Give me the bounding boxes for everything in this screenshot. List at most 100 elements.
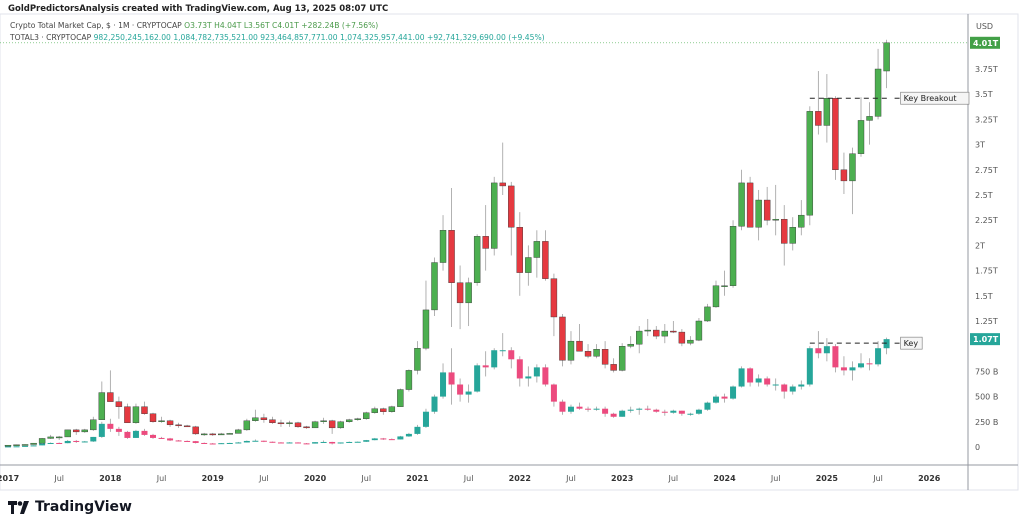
time-axis-label: 2022: [509, 474, 531, 483]
time-axis-label: Jul: [53, 474, 64, 483]
candle-body: [166, 420, 174, 426]
candle-body: [294, 422, 302, 428]
legend-open: O3.73T: [184, 21, 212, 30]
legend-high: 1,084,782,735,521.00: [173, 33, 258, 42]
time-axis-label: Jul: [360, 474, 371, 483]
chart-credit: GoldPredictorsAnalysis created with Trad…: [8, 4, 389, 14]
time-axis-label: 2019: [202, 474, 225, 483]
candle-body: [730, 386, 737, 399]
chart-frame: [0, 13, 1019, 491]
series-legend-total: Crypto Total Market Cap, $ · 1M · CRYPTO…: [10, 21, 378, 30]
candle-body: [55, 436, 63, 439]
price-axis-label: 2.75T: [975, 166, 998, 175]
candle-body: [712, 285, 720, 308]
candle-body: [363, 440, 370, 442]
candle-body: [567, 406, 574, 412]
candle-body: [260, 417, 268, 420]
candle-body: [329, 441, 336, 444]
candle-body: [601, 349, 609, 365]
candle-body: [269, 441, 276, 443]
candle-body: [397, 389, 404, 407]
time-axis-label: Jul: [668, 474, 679, 483]
price-axis-label: 250 B: [975, 418, 998, 427]
candle-body: [277, 442, 284, 444]
candle-body: [107, 423, 114, 429]
candle-body: [38, 438, 46, 444]
candle-body: [200, 433, 208, 436]
candle-body: [167, 438, 174, 441]
candle-body: [542, 241, 549, 279]
candle-body: [465, 282, 472, 304]
candle-body: [550, 384, 557, 402]
legend-low: 923,464,857,771.00: [260, 33, 338, 42]
candle-body: [550, 278, 558, 318]
price-axis-label: 750 B: [975, 367, 998, 376]
candle-body: [678, 410, 685, 414]
candle-body: [721, 396, 728, 399]
candle-body: [141, 430, 148, 435]
candle-body: [380, 408, 387, 412]
candle-body: [849, 153, 856, 182]
candle-body: [13, 446, 20, 448]
candle-body: [874, 68, 882, 117]
candle-body: [269, 419, 276, 424]
candle-body: [456, 282, 464, 304]
candle-body: [243, 420, 251, 431]
candle-body: [533, 367, 540, 377]
candle-body: [585, 408, 592, 410]
candle-body: [226, 433, 233, 435]
legend-close: C4.01T: [272, 21, 299, 30]
candle-body: [516, 227, 523, 273]
time-axis-label: Jul: [565, 474, 576, 483]
candle-body: [175, 424, 182, 427]
candle-body: [687, 413, 694, 415]
key-level-label-box: [900, 336, 923, 350]
candle-body: [158, 420, 165, 422]
candle-body: [124, 431, 131, 438]
candle-body: [405, 370, 413, 390]
time-axis-label: 2021: [406, 474, 429, 483]
brand-name: TradingView: [35, 499, 132, 515]
time-axis-label: 2024: [713, 474, 736, 483]
candle-body: [320, 420, 327, 422]
time-axis-label: Jul: [258, 474, 269, 483]
candle-body: [363, 412, 370, 419]
candle-body: [22, 445, 29, 447]
candle-body: [328, 420, 336, 429]
candle-body: [559, 401, 566, 412]
candle-body: [13, 444, 20, 446]
candle-body: [866, 363, 873, 365]
price-axis-label: 2T: [975, 241, 985, 250]
candle-body: [235, 429, 242, 434]
candle-body: [661, 330, 669, 337]
candle-body: [312, 442, 319, 444]
time-axis-label: Jul: [156, 474, 167, 483]
candle-body: [525, 376, 532, 379]
candle-body: [516, 359, 523, 379]
candle-body: [422, 309, 430, 349]
time-axis-label: 2017: [0, 474, 19, 483]
candle-body: [64, 440, 71, 444]
candle-body: [371, 408, 378, 413]
candle-body: [866, 116, 873, 121]
candle-body: [90, 436, 97, 442]
price-axis-label: 0: [975, 443, 980, 452]
candle-body: [30, 442, 37, 445]
candle-body: [201, 442, 208, 444]
candle-body: [670, 410, 677, 413]
candle-body: [815, 348, 822, 354]
candle-body: [482, 365, 489, 368]
tradingview-brand[interactable]: TradingView: [8, 499, 132, 515]
candle-body: [209, 443, 216, 445]
candle-body: [653, 409, 660, 412]
candle-body: [721, 285, 728, 287]
candle-body: [806, 111, 814, 216]
candle-body: [354, 418, 361, 420]
candle-body: [81, 429, 88, 433]
candle-body: [303, 426, 310, 429]
candle-body: [525, 257, 532, 273]
candle-body: [789, 227, 796, 244]
candle-body: [277, 422, 285, 425]
price-tag: [970, 36, 1000, 49]
